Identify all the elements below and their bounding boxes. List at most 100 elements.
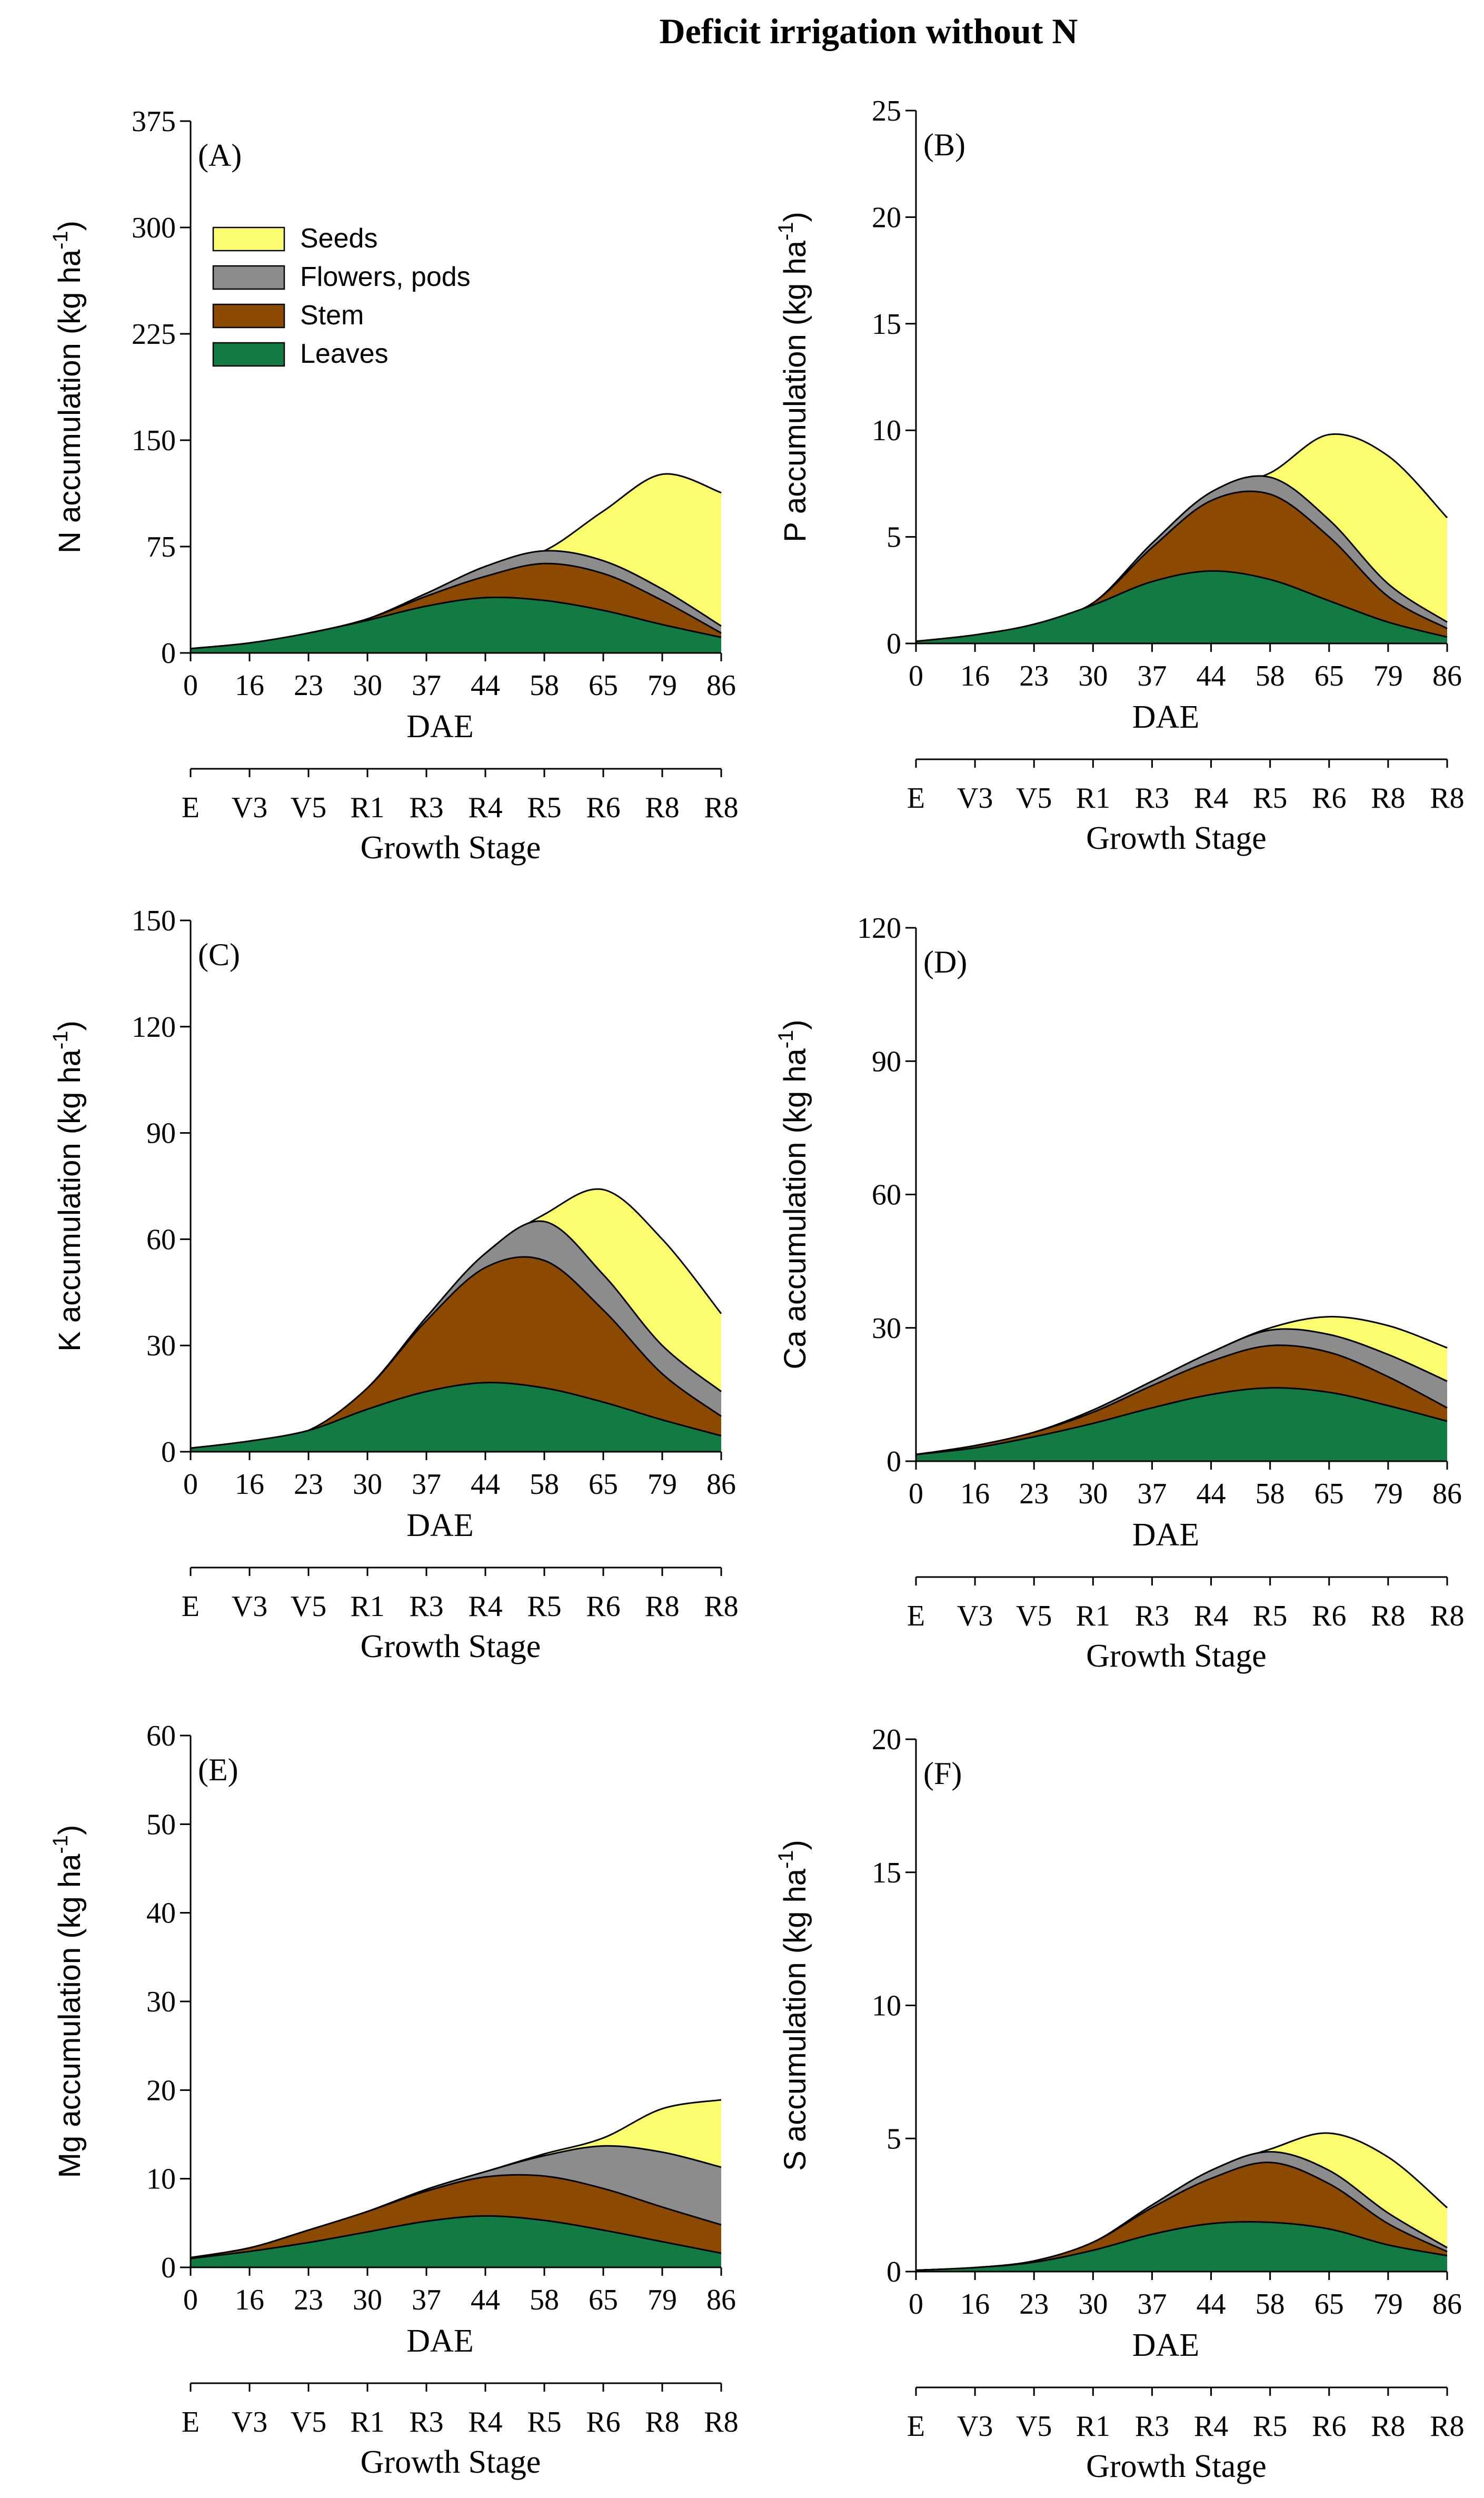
y-tick-label: 25 xyxy=(872,95,901,127)
y-tick-label: 90 xyxy=(872,1045,901,1078)
x-axis-label: DAE xyxy=(1132,699,1199,735)
x-tick-label: 58 xyxy=(1256,1478,1285,1510)
line-stem xyxy=(915,1344,1448,1455)
growth-stage-tick-label: R3 xyxy=(409,1590,443,1623)
y-axis-label-close: ) xyxy=(778,1840,812,1850)
y-tick-label: 120 xyxy=(857,912,901,945)
growth-stage-tick-label: R8 xyxy=(1430,2410,1464,2443)
figure-title: Deficit irrigation without N xyxy=(659,11,1078,51)
x-tick-label: 0 xyxy=(183,2284,198,2316)
growth-stage-tick-label: R8 xyxy=(645,1590,679,1623)
y-tick-label: 0 xyxy=(887,2256,901,2288)
growth-stage-tick-label: R1 xyxy=(1076,2410,1110,2443)
growth-stage-tick-label: R3 xyxy=(409,791,443,824)
growth-stage-tick-label: E xyxy=(182,791,200,824)
y-axis-label-exponent: -1 xyxy=(49,231,72,250)
x-tick-label: 23 xyxy=(1019,2288,1049,2321)
x-tick-label: 16 xyxy=(960,1478,990,1510)
x-tick-label: 65 xyxy=(589,2284,618,2316)
legend-label: Flowers, pods xyxy=(300,262,471,292)
x-tick-label: 44 xyxy=(1197,660,1226,692)
growth-stage-tick-label: R6 xyxy=(586,791,620,824)
growth-stage-tick-label: R3 xyxy=(1135,2410,1169,2443)
growth-stage-tick-label: E xyxy=(907,1600,925,1632)
y-axis-label: K accumulation (kg ha-1) xyxy=(49,1020,87,1352)
line-leaves xyxy=(190,2215,722,2259)
growth-stage-tick-label: R1 xyxy=(1076,782,1110,815)
growth-stage-tick-label: R1 xyxy=(350,1590,384,1623)
panel-a: 0 75 150 225 300 375 0 16 23 30 37 44 58 65 79 86 DAE E V3… xyxy=(49,105,739,866)
x-tick-label: 79 xyxy=(1373,1478,1403,1510)
growth-stage-tick-label: E xyxy=(182,1590,200,1623)
x-tick-label: 37 xyxy=(412,669,441,702)
y-tick-label: 20 xyxy=(872,1723,901,1756)
growth-stage-tick-label: E xyxy=(907,782,925,815)
growth-stage-tick-label: V3 xyxy=(957,1600,993,1632)
x-tick-label: 16 xyxy=(235,669,264,702)
growth-stage-label: Growth Stage xyxy=(361,1629,541,1664)
area-leaves xyxy=(916,2222,1447,2272)
line-leaves xyxy=(915,1387,1448,1455)
growth-stage-tick-label: R8 xyxy=(1371,782,1405,815)
growth-stage-label: Growth Stage xyxy=(361,830,541,866)
panel-label: (B) xyxy=(923,127,965,162)
y-tick-label: 0 xyxy=(161,2252,176,2284)
y-tick-label: 0 xyxy=(887,1445,901,1478)
growth-stage-tick-label: R1 xyxy=(350,2406,384,2438)
x-tick-label: 86 xyxy=(1432,1478,1462,1510)
y-tick-label: 60 xyxy=(146,1223,176,1256)
growth-stage-tick-label: R4 xyxy=(468,1590,502,1623)
y-tick-label: 300 xyxy=(132,212,176,244)
growth-stage-tick-label: V5 xyxy=(1016,782,1052,815)
growth-stage-tick-label: R1 xyxy=(350,791,384,824)
y-tick-label: 120 xyxy=(132,1011,176,1044)
growth-stage-tick-label: R6 xyxy=(1312,782,1346,815)
growth-stage-label: Growth Stage xyxy=(361,2444,541,2480)
area-leaves xyxy=(916,1387,1447,1461)
legend-label: Stem xyxy=(300,300,364,331)
x-tick-label: 58 xyxy=(530,2284,559,2316)
x-tick-label: 16 xyxy=(235,1468,264,1501)
y-axis-label-close: ) xyxy=(53,1020,87,1030)
growth-stage-tick-label: R3 xyxy=(1135,1600,1169,1632)
growth-stage-tick-label: R4 xyxy=(468,2406,502,2438)
panel-label: (E) xyxy=(198,1752,238,1787)
y-tick-label: 10 xyxy=(872,414,901,447)
x-tick-label: 58 xyxy=(530,669,559,702)
growth-stage-tick-label: V5 xyxy=(291,1590,326,1623)
growth-stage-tick-label: V3 xyxy=(957,2410,993,2443)
y-tick-label: 30 xyxy=(146,1330,176,1362)
y-tick-label: 0 xyxy=(887,628,901,660)
x-tick-label: 0 xyxy=(909,2288,923,2321)
x-axis-label: DAE xyxy=(1132,1517,1199,1553)
x-tick-label: 37 xyxy=(412,1468,441,1501)
x-tick-label: 44 xyxy=(471,669,500,702)
x-axis-label: DAE xyxy=(1132,2327,1199,2363)
panel-label: (C) xyxy=(198,937,240,972)
x-tick-label: 37 xyxy=(1137,1478,1167,1510)
x-tick-label: 30 xyxy=(1078,660,1108,692)
legend-swatch-flowers-pods xyxy=(212,265,285,290)
line-leaves xyxy=(915,570,1448,642)
growth-stage-tick-label: V3 xyxy=(232,791,267,824)
x-tick-label: 65 xyxy=(1314,1478,1344,1510)
y-axis-label-main: S accumulation (kg ha xyxy=(778,1868,812,2171)
area-leaves xyxy=(916,571,1447,643)
x-tick-label: 58 xyxy=(530,1468,559,1501)
area-leaves xyxy=(191,2216,721,2267)
y-tick-label: 30 xyxy=(146,1986,176,2018)
growth-stage-tick-label: V5 xyxy=(1016,2410,1052,2443)
growth-stage-tick-label: R4 xyxy=(1194,782,1228,815)
x-tick-label: 65 xyxy=(1314,660,1344,692)
growth-stage-label: Growth Stage xyxy=(1086,1638,1267,1674)
growth-stage-tick-label: R8 xyxy=(1430,782,1464,815)
growth-stage-tick-label: R5 xyxy=(527,791,561,824)
x-tick-label: 79 xyxy=(1373,2288,1403,2321)
x-tick-label: 30 xyxy=(353,1468,382,1501)
growth-stage-tick-label: E xyxy=(182,2406,200,2438)
y-tick-label: 5 xyxy=(887,521,901,554)
y-axis-label: Ca accumulation (kg ha-1) xyxy=(774,1019,812,1369)
y-axis-label-close: ) xyxy=(53,1825,87,1835)
y-axis-label-main: K accumulation (kg ha xyxy=(53,1049,87,1352)
